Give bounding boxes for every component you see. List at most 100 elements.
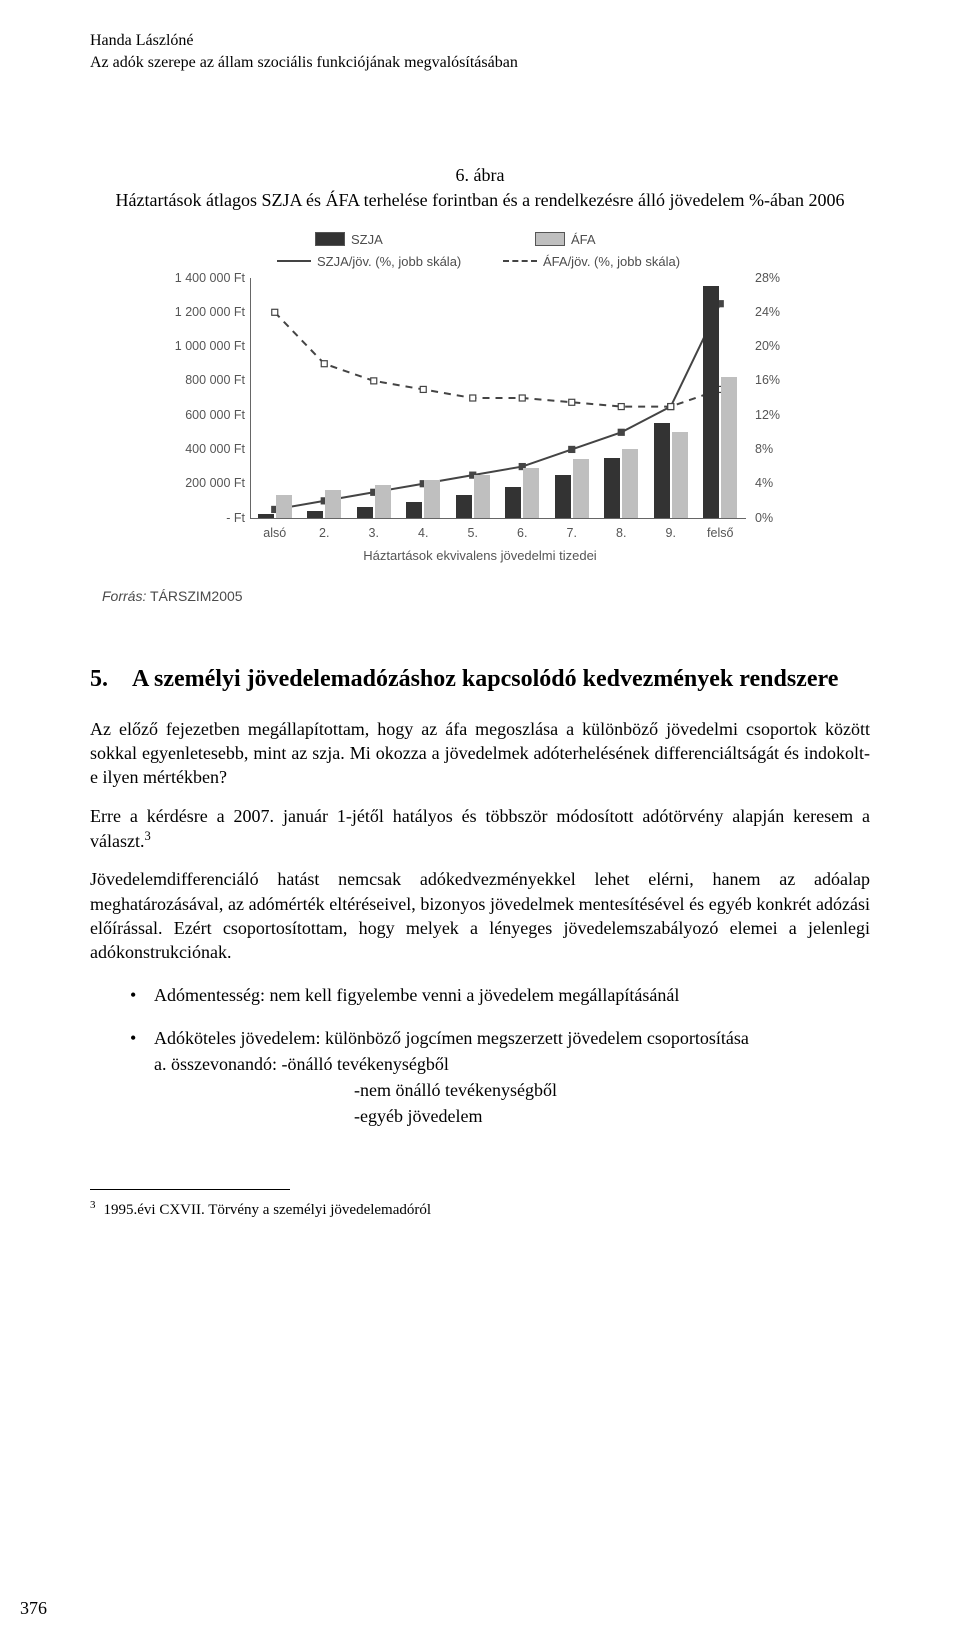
chart-y-right-tick: 8% [755, 442, 795, 456]
chart-y-left-tick: 1 400 000 Ft [165, 271, 245, 285]
figure-source: Forrás: TÁRSZIM2005 [102, 588, 870, 604]
bullet-2a-line1: a. összevonandó: -önálló tevékenységből [154, 1051, 870, 1077]
chart: Háztartások ekvivalens jövedelmi tizedei… [165, 278, 795, 568]
chart-y-right-tick: 20% [755, 339, 795, 353]
section-title: A személyi jövedelemadózáshoz kapcsolódó… [132, 666, 838, 692]
figure-source-label: Forrás: [102, 588, 146, 604]
figure-source-value: TÁRSZIM2005 [150, 588, 243, 604]
chart-line-marker [272, 309, 278, 315]
footnote-separator [90, 1189, 290, 1190]
chart-line-marker [470, 395, 476, 401]
chart-bar-szja [604, 458, 620, 518]
chart-bar-afa [424, 480, 440, 518]
chart-bar-afa [573, 459, 589, 517]
paragraph-2: Erre a kérdésre a 2007. január 1-jétől h… [90, 804, 870, 854]
chart-bar-afa [672, 432, 688, 518]
bullet-1: Adómentesség: nem kell figyelembe venni … [90, 982, 870, 1008]
section-heading: 5.A személyi jövedelemadózáshoz kapcsoló… [90, 664, 870, 695]
paragraph-2-text: Erre a kérdésre a 2007. január 1-jétől h… [90, 806, 870, 851]
paragraph-1: Az előző fejezetben megállapítottam, hog… [90, 717, 870, 790]
chart-bar-szja [456, 495, 472, 517]
chart-x-tick: 7. [550, 526, 594, 540]
chart-bar-afa [276, 495, 292, 517]
chart-line-marker [519, 395, 525, 401]
chart-line-marker [569, 399, 575, 405]
chart-y-right-tick: 4% [755, 476, 795, 490]
chart-y-left-tick: 1 000 000 Ft [165, 339, 245, 353]
chart-x-tick: 3. [352, 526, 396, 540]
legend-label-afa-line: ÁFA/jöv. (%, jobb skála) [543, 254, 680, 269]
chart-y-right-tick: 12% [755, 408, 795, 422]
legend-swatch-szja [315, 232, 345, 246]
legend-label-afa: ÁFA [571, 232, 596, 247]
chart-x-tick: 2. [302, 526, 346, 540]
chart-container: SZJA ÁFA SZJA/jöv. (%, jobb skála) ÁFA/j… [165, 232, 795, 568]
chart-x-tick: 9. [649, 526, 693, 540]
chart-x-tick: 5. [451, 526, 495, 540]
chart-lines-overlay [250, 278, 745, 518]
figure-title: Háztartások átlagos SZJA és ÁFA terhelés… [90, 188, 870, 213]
body-text: Az előző fejezetben megállapítottam, hog… [90, 717, 870, 1129]
chart-bar-afa [721, 377, 737, 518]
chart-bar-afa [523, 468, 539, 518]
chart-y-right-tick: 24% [755, 305, 795, 319]
chart-y-left-tick: 1 200 000 Ft [165, 305, 245, 319]
chart-line-marker [618, 403, 624, 409]
chart-y-left-tick: - Ft [165, 511, 245, 525]
legend-line-afa [503, 260, 537, 262]
footnote-number: 3 [90, 1199, 96, 1211]
figure-number: 6. ábra [90, 163, 870, 188]
chart-line-marker [668, 403, 674, 409]
page: Handa Lászlóné Az adók szerepe az állam … [0, 0, 960, 1639]
chart-y-left-tick: 600 000 Ft [165, 408, 245, 422]
bullet-2a-line3: -egyéb jövedelem [154, 1103, 870, 1129]
chart-line-marker [420, 386, 426, 392]
running-header: Handa Lászlóné Az adók szerepe az állam … [90, 30, 870, 73]
chart-x-tick: alsó [253, 526, 297, 540]
page-number: 376 [20, 1598, 47, 1619]
chart-bar-szja [307, 511, 323, 518]
bullet-2: Adóköteles jövedelem: különböző jogcímen… [90, 1025, 870, 1129]
chart-bar-afa [375, 485, 391, 518]
chart-bar-szja [555, 475, 571, 518]
chart-line-marker [321, 360, 327, 366]
footnote-ref-3: 3 [144, 829, 150, 843]
chart-legend: SZJA ÁFA SZJA/jöv. (%, jobb skála) ÁFA/j… [165, 232, 795, 278]
bullet-2a-line2: -nem önálló tevékenységből [154, 1077, 870, 1103]
legend-label-szja: SZJA [351, 232, 383, 247]
chart-y-right-tick: 16% [755, 373, 795, 387]
legend-line-szja [277, 260, 311, 262]
chart-line-marker [569, 446, 575, 452]
chart-line-marker [371, 377, 377, 383]
chart-y-left-tick: 200 000 Ft [165, 476, 245, 490]
bullet-2-text: Adóköteles jövedelem: különböző jogcímen… [154, 1028, 749, 1048]
chart-y-right-tick: 0% [755, 511, 795, 525]
chart-bar-afa [474, 475, 490, 518]
running-header-title: Az adók szerepe az állam szociális funkc… [90, 52, 870, 74]
bullet-list: Adómentesség: nem kell figyelembe venni … [90, 982, 870, 1128]
chart-x-tick: 8. [599, 526, 643, 540]
chart-bar-szja [654, 423, 670, 517]
chart-x-tick: 4. [401, 526, 445, 540]
chart-line-afa [275, 312, 721, 406]
section-number: 5. [90, 664, 132, 695]
chart-bar-szja [703, 286, 719, 517]
bullet-2-sublines: a. összevonandó: -önálló tevékenységből … [154, 1051, 870, 1129]
chart-x-tick: felső [698, 526, 742, 540]
chart-y-left-tick: 800 000 Ft [165, 373, 245, 387]
footnote: 31995.évi CXVII. Törvény a személyi jöve… [90, 1198, 870, 1221]
chart-bar-szja [406, 502, 422, 517]
chart-bar-szja [505, 487, 521, 518]
chart-y-left-tick: 400 000 Ft [165, 442, 245, 456]
running-header-author: Handa Lászlóné [90, 30, 870, 52]
chart-x-tick: 6. [500, 526, 544, 540]
legend-swatch-afa [535, 232, 565, 246]
chart-x-axis-title: Háztartások ekvivalens jövedelmi tizedei [165, 548, 795, 563]
chart-bar-afa [622, 449, 638, 518]
chart-y-right-tick: 28% [755, 271, 795, 285]
chart-line-marker [618, 429, 624, 435]
paragraph-3: Jövedelemdifferenciáló hatást nemcsak ad… [90, 867, 870, 964]
figure-caption: 6. ábra Háztartások átlagos SZJA és ÁFA … [90, 163, 870, 213]
chart-bar-szja [258, 514, 274, 517]
chart-bar-afa [325, 490, 341, 517]
